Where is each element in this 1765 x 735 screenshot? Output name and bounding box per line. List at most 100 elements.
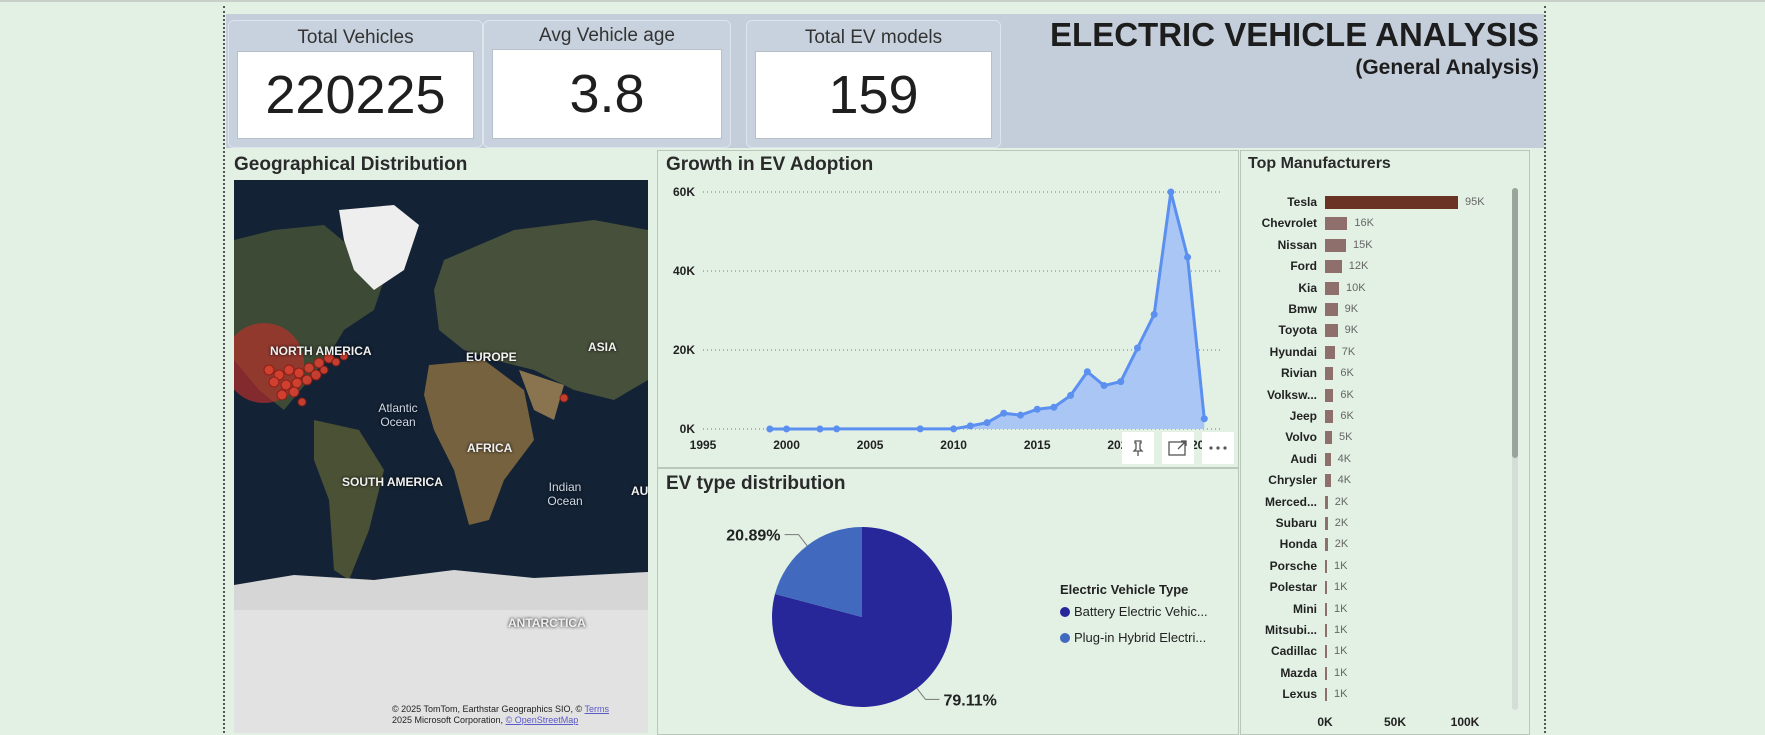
bar-value-label: 15K [1353,238,1373,251]
geo-panel-title: Geographical Distribution [234,154,468,175]
map-label-africa: AFRICA [467,441,513,455]
bar[interactable] [1325,624,1327,637]
page-boundary-right [1544,6,1546,733]
more-options-icon[interactable] [1202,432,1234,464]
x-tick-label: 2015 [1024,438,1051,452]
bar[interactable] [1325,602,1327,616]
x-tick-label: 50K [1383,715,1406,729]
ev-type-panel-title: EV type distribution [666,473,846,494]
bar-category-label: Mazda [1280,665,1317,680]
x-tick-label: 2005 [857,438,884,452]
bar[interactable] [1325,538,1328,552]
legend-label: Battery Electric Vehic... [1074,604,1208,619]
pie-legend-title: Electric Vehicle Type [1060,582,1189,597]
data-point [1100,382,1108,390]
bar[interactable] [1325,645,1327,659]
map-attribution: © 2025 TomTom, Earthstar Geographics SIO… [392,704,609,726]
bar[interactable] [1325,217,1348,231]
bar[interactable] [1325,324,1338,338]
data-point [1150,310,1158,318]
growth-panel [657,150,1239,468]
ev-type-pie-chart[interactable]: 79.11% 20.89% [657,493,1237,733]
bar[interactable] [1325,388,1334,402]
bar-value-label: 2K [1334,495,1349,508]
pie-value-label: 79.11% [943,692,996,709]
legend-item-phev[interactable]: Plug-in Hybrid Electri... [1060,630,1206,645]
bar[interactable] [1325,559,1327,573]
bar-value-label: 4K [1337,474,1352,487]
bar[interactable] [1325,281,1339,295]
bar-category-label: Jeep [1289,409,1317,423]
bar[interactable] [1325,303,1338,316]
data-point [1184,253,1192,261]
bar-category-label: Mitsubi... [1265,623,1317,637]
top-border-line [0,0,1765,2]
bar-value-label: 1K [1334,624,1348,636]
bar-category-label: Toyota [1278,323,1317,338]
scrollbar-thumb[interactable] [1512,188,1518,458]
bar-value-label: 6K [1340,367,1354,380]
bar-category-label: Volksw... [1266,387,1317,402]
pin-icon[interactable] [1122,432,1154,464]
bar-value-label: 1K [1334,602,1348,615]
bar[interactable] [1325,410,1334,423]
world-map-image [234,180,648,733]
focus-mode-icon[interactable] [1162,432,1194,464]
x-tick-label: 0K [1317,715,1333,729]
kpi-total-ev-models[interactable]: Total EV models 159 [746,20,1001,148]
legend-label: Plug-in Hybrid Electri... [1074,630,1207,645]
legend-dot [1060,607,1070,617]
kpi-total-vehicles[interactable]: Total Vehicles 220225 [228,20,483,148]
bar-category-label: Chrysler [1268,473,1317,488]
data-point [816,425,824,433]
bar-value-label: 16K [1354,217,1374,230]
data-point [783,425,791,433]
bar[interactable] [1325,345,1335,359]
bar-value-label: 2K [1334,517,1349,529]
bar[interactable] [1325,196,1458,209]
bar[interactable] [1325,666,1327,680]
bar-category-label: Audi [1290,451,1317,466]
bar[interactable] [1325,517,1328,530]
bar-category-label: Porsche [1269,558,1317,573]
kpi-avg-vehicle-age[interactable]: Avg Vehicle age 3.8 [483,20,731,148]
map-visual[interactable]: NORTH AMERICA EUROPE ASIA AFRICA SOUTH A… [234,180,648,733]
map-label-antarctica: ANTARCTICA [508,616,586,630]
bar[interactable] [1325,260,1342,274]
bar[interactable] [1325,474,1331,488]
area-fill [769,192,1205,429]
data-point [916,425,924,433]
map-label-europe: EUROPE [466,350,517,364]
map-label-south-america: SOUTH AMERICA [342,475,443,489]
pie-leader-line [916,687,940,700]
map-osm-link[interactable]: © OpenStreetMap [505,715,579,725]
data-point [1133,344,1141,352]
map-terms-link[interactable]: Terms [584,704,610,714]
bar-value-label: 10K [1346,281,1366,294]
legend-item-bev[interactable]: Battery Electric Vehic... [1060,604,1208,619]
legend-dot [1060,633,1070,643]
bar-category-label: Nissan [1277,237,1317,252]
bar[interactable] [1325,495,1328,509]
bar[interactable] [1325,238,1346,252]
bar-category-label: Cadillac [1270,644,1317,659]
bar-value-label: 1K [1334,581,1348,594]
x-tick-label: 100K [1450,715,1480,729]
bar[interactable] [1325,581,1327,595]
bar-category-label: Volvo [1285,430,1317,445]
manufacturers-scrollbar[interactable] [1512,188,1518,710]
bar[interactable] [1325,367,1334,381]
bar-category-label: Chevrolet [1261,216,1317,231]
data-point [1033,405,1041,413]
bar[interactable] [1325,688,1327,702]
bar[interactable] [1325,431,1332,445]
bar-category-label: Mini [1293,601,1317,616]
bar-category-label: Bmw [1288,302,1317,316]
kpi-title: Avg Vehicle age [539,25,675,46]
bar-category-label: Kia [1298,280,1317,295]
bar-value-label: 6K [1340,388,1354,401]
bar[interactable] [1325,452,1331,466]
data-point [833,425,841,433]
map-label-indian-ocean: Indian Ocean [547,480,583,508]
growth-line-chart[interactable]: 0K20K40K60K1995200020052010201520202025 [657,170,1237,470]
